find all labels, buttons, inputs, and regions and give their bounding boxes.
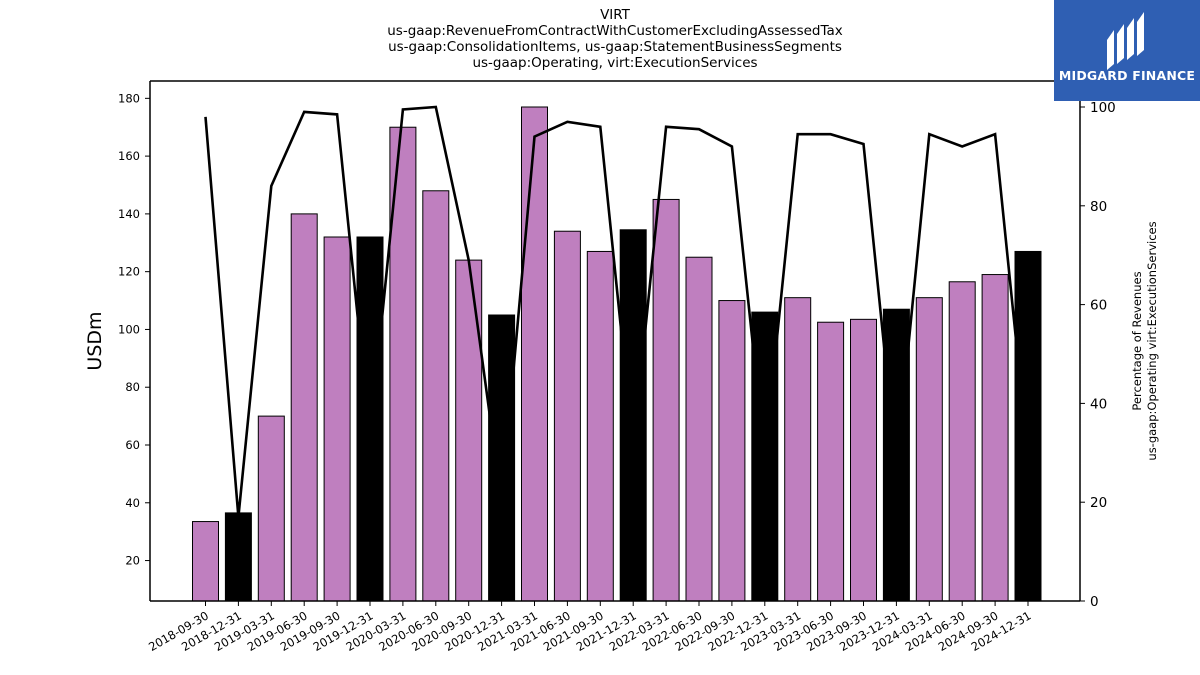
chart-title-line: us-gaap:RevenueFromContractWithCustomerE… (387, 23, 843, 39)
y-tick-label: 100 (118, 322, 140, 336)
line-layer (204, 105, 1030, 518)
bar-2020-12-31 (488, 314, 516, 602)
bar-2023-03-31 (784, 297, 812, 602)
bar-2024-12-31 (1014, 250, 1042, 602)
y-tick-label: 40 (125, 496, 140, 510)
bar-2023-09-30 (850, 318, 877, 602)
bar-2021-06-30 (553, 230, 581, 602)
y2-tick-label: 20 (1090, 495, 1107, 511)
bar-2020-09-30 (455, 259, 483, 602)
chart-title-line: us-gaap:ConsolidationItems, us-gaap:Stat… (388, 39, 842, 55)
chart-title-line: VIRT (600, 7, 630, 23)
percentage-line (204, 105, 1030, 518)
y2-tick-label: 100 (1090, 100, 1116, 116)
bar-2019-06-30 (290, 213, 318, 602)
logo-text: MIDGARD FINANCE (1058, 68, 1196, 83)
y2-tick-label: 0 (1090, 594, 1099, 610)
midgard-finance-logo: MIDGARD FINANCE (1054, 0, 1200, 101)
bar-2019-03-31 (257, 415, 285, 602)
bar-2020-06-30 (422, 190, 450, 602)
logo-emblem-icon (1107, 12, 1144, 70)
bar-2024-03-31 (915, 297, 943, 602)
bar-2024-06-30 (948, 281, 976, 602)
bar-2019-12-31 (356, 236, 384, 602)
y-tick-label: 20 (125, 554, 140, 568)
chart-title-line: us-gaap:Operating, virt:ExecutionService… (472, 55, 758, 71)
y-tick-label: 180 (118, 91, 140, 105)
bar-2021-12-31 (619, 229, 647, 602)
y-axis-label: USDm (84, 311, 106, 370)
bar-2024-09-30 (981, 274, 1009, 602)
y-tick-label: 80 (125, 380, 140, 394)
bar-2019-09-30 (323, 236, 351, 602)
bar-2022-09-30 (718, 300, 746, 602)
y2-tick-label: 40 (1090, 396, 1107, 412)
bar-2023-06-30 (817, 321, 845, 602)
y-tick-label: 160 (118, 149, 140, 163)
bar-2022-06-30 (685, 256, 713, 602)
y-tick-label: 140 (118, 207, 140, 221)
bar-2018-12-31 (224, 512, 252, 602)
bars-layer (192, 106, 1042, 602)
bar-2021-03-31 (521, 106, 548, 602)
chart-title: VIRT us-gaap:RevenueFromContractWithCusto… (0, 7, 1200, 71)
y2-tick-label: 80 (1090, 199, 1107, 215)
y2-axis-label-line: us-gaap:Operating virt:ExecutionServices (1145, 221, 1159, 460)
bar-2021-09-30 (586, 250, 614, 602)
y2-tick-label: 60 (1090, 298, 1107, 314)
bar-2022-03-31 (652, 198, 680, 602)
y-tick-label: 120 (118, 265, 140, 279)
y-tick-label: 60 (125, 438, 140, 452)
y2-axis-label-line: Percentage of Revenues (1130, 271, 1144, 410)
bar-2018-09-30 (192, 521, 219, 602)
